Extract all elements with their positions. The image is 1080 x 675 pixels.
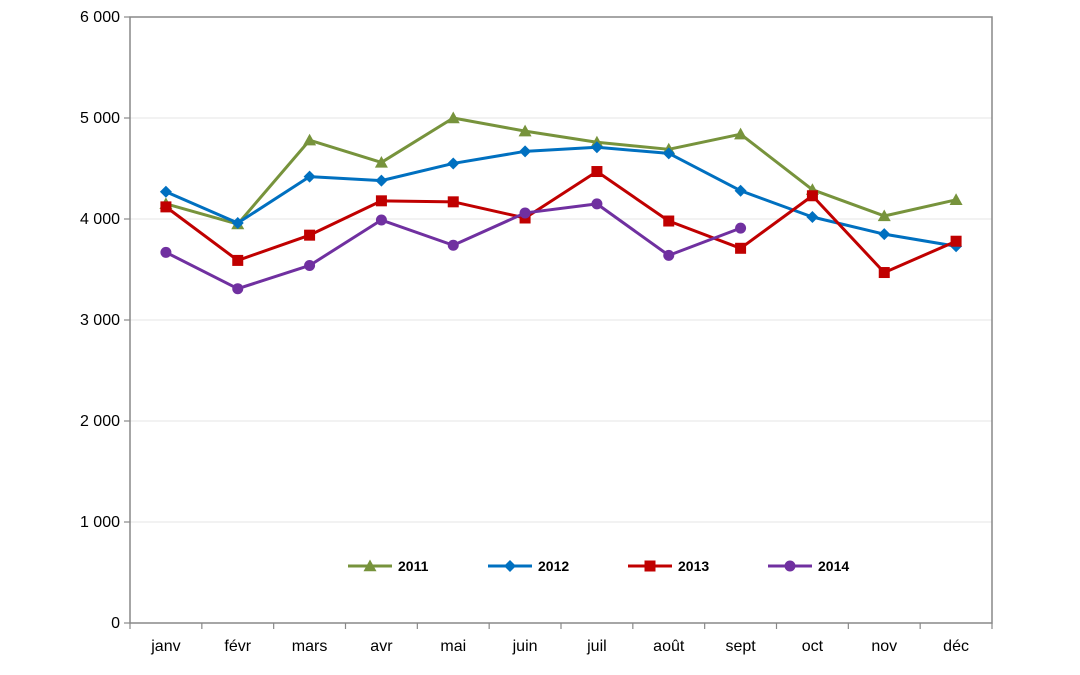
data-point [663, 215, 675, 227]
y-tick-label: 3 000 [80, 312, 120, 329]
series-2014 [160, 198, 747, 295]
y-tick-label: 0 [111, 615, 120, 632]
data-point [734, 127, 748, 140]
y-tick-label: 2 000 [80, 413, 120, 430]
data-point [735, 242, 747, 254]
legend-label: 2012 [538, 558, 569, 574]
data-point [304, 229, 316, 241]
x-tick-label: nov [871, 638, 897, 655]
x-tick-label: avr [370, 638, 393, 655]
legend-item-2013: 2013 [628, 558, 709, 574]
y-tick-label: 6 000 [80, 9, 120, 26]
series-2013 [160, 166, 962, 279]
data-point [447, 239, 459, 251]
data-point [949, 193, 963, 206]
data-point [519, 145, 532, 158]
x-tick-label: janv [150, 638, 180, 655]
data-point [878, 228, 891, 241]
data-point [447, 196, 459, 208]
x-tick-label: mai [440, 638, 466, 655]
data-point [518, 124, 532, 137]
legend-item-2011: 2011 [348, 558, 429, 574]
x-tick-label: déc [943, 638, 969, 655]
data-point [662, 147, 675, 160]
x-tick-label: sept [725, 638, 756, 655]
y-tick-label: 4 000 [80, 211, 120, 228]
legend-marker [644, 560, 656, 572]
data-point [375, 174, 388, 187]
legend-marker [504, 560, 516, 572]
legend-marker [784, 560, 796, 572]
data-point [231, 217, 244, 230]
data-point [160, 201, 172, 213]
y-tick-label: 5 000 [80, 110, 120, 127]
x-tick-label: août [653, 638, 685, 655]
data-point [232, 254, 244, 266]
data-point [591, 198, 603, 210]
series-line-2013 [165, 170, 957, 275]
series-2012 [159, 141, 963, 253]
legend-item-2012: 2012 [488, 558, 569, 574]
data-point [375, 214, 387, 226]
series-group [159, 111, 963, 295]
data-point [304, 259, 316, 271]
data-point [735, 222, 747, 234]
series-line-2011 [165, 116, 957, 226]
legend: 2011 2012 2013 2014 [348, 558, 849, 574]
data-point [303, 133, 317, 146]
y-tick-label: 1 000 [80, 514, 120, 531]
data-point [160, 246, 172, 258]
data-point [303, 170, 316, 183]
grid-lines [130, 117, 992, 523]
legend-item-2014: 2014 [768, 558, 849, 574]
data-point [590, 141, 603, 154]
legend-label: 2014 [818, 558, 849, 574]
data-point [591, 166, 603, 178]
data-point [806, 190, 818, 202]
data-point [446, 111, 460, 124]
data-point [877, 209, 891, 222]
x-tick-label: févr [224, 638, 251, 655]
x-tick-label: mars [292, 638, 328, 655]
legend-label: 2013 [678, 558, 709, 574]
data-point [375, 195, 387, 207]
data-point [950, 235, 962, 247]
data-point [159, 185, 172, 198]
x-tick-label: juin [512, 638, 538, 655]
x-axis-ticks: janv févr mars avr mai juin juil août sept oct nov… [129, 623, 993, 655]
x-tick-label: juil [586, 638, 607, 655]
series-line-2012 [165, 145, 957, 248]
series-2011 [159, 111, 963, 230]
legend-label: 2011 [398, 558, 429, 574]
data-point [374, 155, 388, 168]
legend-marker [363, 559, 377, 572]
data-point [663, 249, 675, 261]
data-point [878, 267, 890, 279]
x-tick-label: oct [802, 638, 824, 655]
data-point [519, 207, 531, 219]
data-point [447, 157, 460, 170]
data-point [806, 210, 819, 223]
y-axis-ticks: 0 1 000 2 000 3 000 4 000 5 000 6 000 [80, 9, 130, 632]
data-point [734, 184, 747, 197]
data-point [232, 283, 244, 295]
